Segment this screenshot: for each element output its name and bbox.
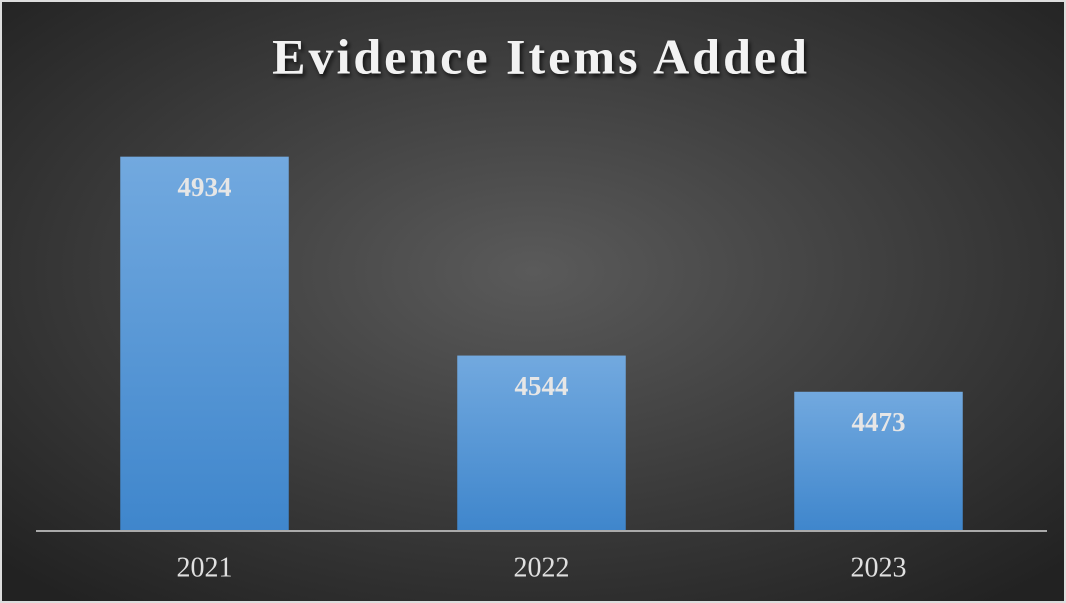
bar <box>120 156 289 531</box>
x-tick-label: 2021 <box>177 552 233 583</box>
x-tick-label: 2023 <box>851 552 907 583</box>
bar <box>794 391 963 531</box>
x-tick-label: 2022 <box>514 552 570 583</box>
bar <box>457 355 626 531</box>
data-label: 4934 <box>178 172 232 202</box>
data-label: 4544 <box>515 371 569 401</box>
data-label: 4473 <box>852 407 906 437</box>
chart-title: Evidence Items Added <box>272 28 810 84</box>
